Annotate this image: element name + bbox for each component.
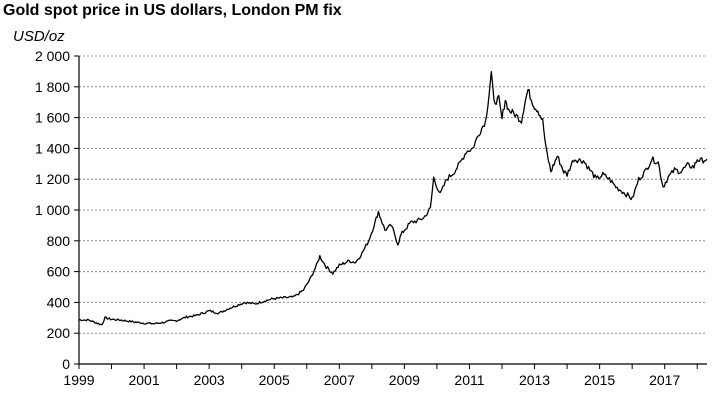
x-tick-label: 1999	[63, 372, 94, 388]
y-tick-label: 2 000	[35, 48, 70, 64]
y-tick-label: 1 200	[35, 171, 70, 187]
y-tick-label: 200	[47, 325, 71, 341]
x-tick-label: 2005	[259, 372, 290, 388]
x-tick-label: 2001	[128, 372, 159, 388]
y-tick-label: 800	[47, 233, 71, 249]
x-tick-label: 2011	[454, 372, 484, 388]
y-tick-label: 1 400	[35, 140, 70, 156]
chart-title: Gold spot price in US dollars, London PM…	[3, 2, 342, 19]
y-tick-label: 600	[47, 264, 71, 280]
y-tick-label: 400	[47, 294, 71, 310]
y-tick-label: 1 800	[35, 79, 70, 95]
x-tick-label: 2015	[584, 372, 615, 388]
y-tick-label: 0	[62, 356, 70, 372]
y-axis-unit-label: USD/oz	[13, 28, 65, 45]
x-tick-label: 2009	[389, 372, 420, 388]
y-tick-label: 1 600	[35, 110, 70, 126]
x-tick-label: 2003	[194, 372, 225, 388]
x-tick-label: 2017	[649, 372, 680, 388]
y-tick-label: 1 000	[35, 202, 70, 218]
x-tick-label: 2013	[519, 372, 550, 388]
series-line	[78, 70, 708, 326]
x-tick-label: 2007	[324, 372, 355, 388]
